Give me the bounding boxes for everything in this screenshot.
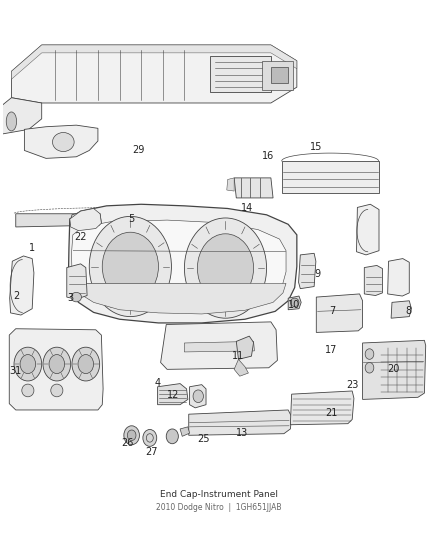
Ellipse shape <box>124 426 139 445</box>
Polygon shape <box>190 385 206 408</box>
Text: 29: 29 <box>133 146 145 156</box>
Ellipse shape <box>184 218 267 318</box>
Text: 2010 Dodge Nitro  |  1GH651JJAB: 2010 Dodge Nitro | 1GH651JJAB <box>156 503 282 512</box>
Polygon shape <box>388 259 409 296</box>
Polygon shape <box>25 125 98 158</box>
Text: 15: 15 <box>310 142 322 152</box>
Ellipse shape <box>43 347 71 381</box>
Text: 20: 20 <box>388 365 400 374</box>
Polygon shape <box>288 296 301 310</box>
Polygon shape <box>16 214 245 227</box>
Text: 9: 9 <box>314 269 320 279</box>
Polygon shape <box>210 55 271 92</box>
Text: 16: 16 <box>262 151 275 161</box>
Text: 2: 2 <box>14 290 20 301</box>
Ellipse shape <box>143 430 157 446</box>
Ellipse shape <box>193 390 203 402</box>
Ellipse shape <box>78 354 94 374</box>
Text: 31: 31 <box>9 366 21 376</box>
Polygon shape <box>68 204 297 323</box>
Polygon shape <box>363 341 426 399</box>
Ellipse shape <box>365 349 374 359</box>
Polygon shape <box>282 161 379 192</box>
Text: 13: 13 <box>236 427 248 438</box>
Polygon shape <box>0 98 42 135</box>
Polygon shape <box>9 329 103 410</box>
Text: 17: 17 <box>325 345 337 355</box>
Text: 3: 3 <box>67 293 74 303</box>
Polygon shape <box>189 410 292 435</box>
Text: 26: 26 <box>122 438 134 448</box>
Ellipse shape <box>365 362 374 373</box>
Ellipse shape <box>22 384 34 397</box>
Text: 25: 25 <box>198 434 210 444</box>
Ellipse shape <box>6 112 17 131</box>
Polygon shape <box>11 45 297 103</box>
Text: 10: 10 <box>288 300 300 310</box>
Text: 4: 4 <box>154 377 160 387</box>
Ellipse shape <box>14 347 42 381</box>
Polygon shape <box>234 178 273 198</box>
Polygon shape <box>316 294 363 333</box>
Ellipse shape <box>127 430 136 441</box>
Polygon shape <box>11 45 297 79</box>
Text: 21: 21 <box>325 408 337 418</box>
Polygon shape <box>10 256 34 315</box>
Ellipse shape <box>166 429 178 443</box>
Text: 14: 14 <box>240 204 253 214</box>
Ellipse shape <box>290 298 299 306</box>
Text: 11: 11 <box>232 351 244 361</box>
Polygon shape <box>357 204 379 255</box>
Polygon shape <box>70 209 101 229</box>
Polygon shape <box>299 253 316 289</box>
Ellipse shape <box>20 354 35 374</box>
Text: 8: 8 <box>405 306 411 316</box>
Polygon shape <box>73 284 286 314</box>
Polygon shape <box>271 67 288 83</box>
Polygon shape <box>227 178 234 191</box>
Polygon shape <box>184 342 254 352</box>
Polygon shape <box>161 322 277 369</box>
Polygon shape <box>290 391 354 425</box>
Polygon shape <box>71 220 286 311</box>
Text: 23: 23 <box>346 380 359 390</box>
Ellipse shape <box>72 347 100 381</box>
Polygon shape <box>364 265 382 295</box>
Ellipse shape <box>198 234 254 302</box>
Polygon shape <box>173 223 191 231</box>
Polygon shape <box>158 384 188 405</box>
Polygon shape <box>67 264 87 299</box>
Polygon shape <box>180 427 190 437</box>
Polygon shape <box>234 359 248 376</box>
Polygon shape <box>391 301 411 318</box>
Text: 22: 22 <box>74 232 87 243</box>
Text: 5: 5 <box>128 214 134 224</box>
Ellipse shape <box>49 354 65 374</box>
Text: End Cap-Instrument Panel: End Cap-Instrument Panel <box>160 490 278 499</box>
Text: 12: 12 <box>167 390 180 400</box>
Text: 7: 7 <box>329 306 336 316</box>
Text: 1: 1 <box>29 243 35 253</box>
Ellipse shape <box>51 384 63 397</box>
Ellipse shape <box>53 133 74 151</box>
Text: 27: 27 <box>145 447 158 457</box>
Polygon shape <box>236 336 254 359</box>
Ellipse shape <box>71 292 81 302</box>
Polygon shape <box>70 208 101 231</box>
Ellipse shape <box>89 216 171 317</box>
Polygon shape <box>262 61 293 90</box>
Ellipse shape <box>102 232 159 301</box>
